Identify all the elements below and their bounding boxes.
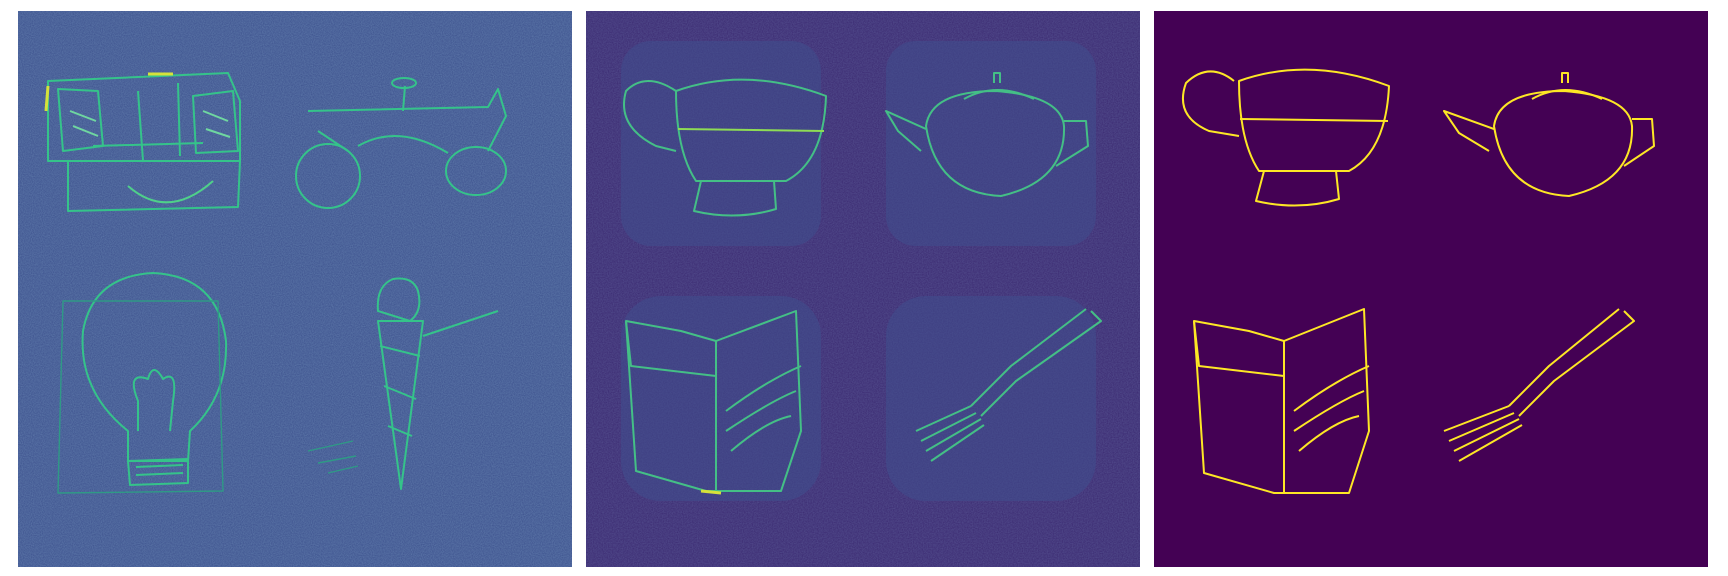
cake-slice-sketch [625,310,802,495]
clean-sketch-panel [1154,11,1708,567]
teapot-sketch [885,72,1089,197]
tile-shading [621,41,1096,501]
fork-sketch [915,308,1102,462]
clean-sketch-canvas [1154,11,1708,567]
composite-sketch-canvas [586,11,1140,567]
noisy-sketch-panel [18,11,572,567]
cup-sketch [623,78,827,217]
noisy-sketch-canvas [18,11,572,567]
panel-background [1154,11,1708,567]
ice-cream-sketch [307,277,499,490]
cake-slice-sketch [1193,308,1370,494]
motorcycle-sketch [295,77,507,209]
noise-overlay [18,11,572,567]
cup-sketch [1181,68,1390,207]
teapot-sketch [1443,72,1655,197]
sofa-sketch [44,72,241,212]
composite-sketch-panel [586,11,1140,567]
light-bulb-sketch [57,272,228,494]
fork-sketch [1443,308,1635,462]
